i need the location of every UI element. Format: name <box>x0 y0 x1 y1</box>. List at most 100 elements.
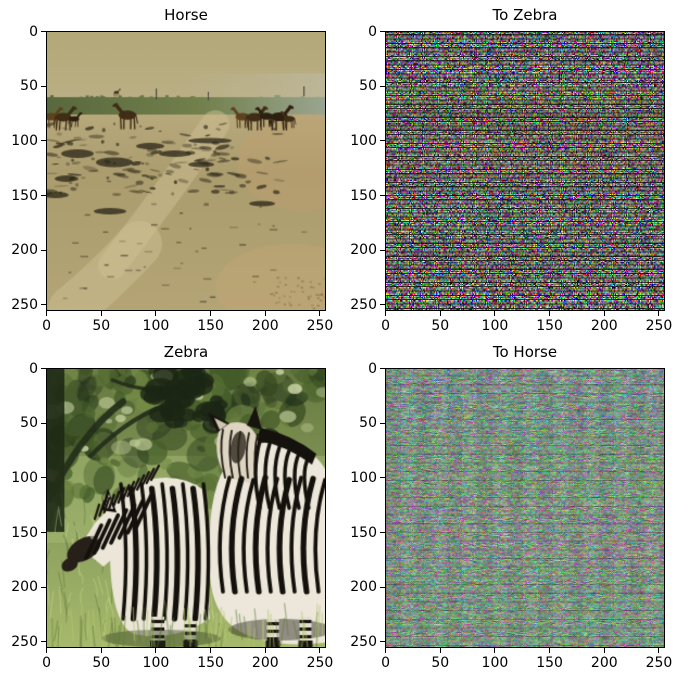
y-tick-mark <box>41 641 46 643</box>
y-tick-label: 250 <box>350 296 377 313</box>
y-tick-label: 150 <box>350 187 377 204</box>
x-tick-mark <box>439 648 441 653</box>
x-tick-mark <box>46 311 48 316</box>
x-tick-label: 50 <box>92 318 111 334</box>
horse-photo-image <box>47 32 325 310</box>
y-tick-mark <box>380 140 385 142</box>
x-tick-label: 150 <box>536 655 563 671</box>
x-tick-mark <box>264 311 266 316</box>
y-tick-mark <box>41 31 46 33</box>
y-tick-label: 50 <box>20 78 38 95</box>
x-tick-mark <box>385 648 387 653</box>
y-tick-label: 250 <box>350 633 377 650</box>
x-tick-label: 0 <box>42 655 51 671</box>
x-tick-mark <box>494 648 496 653</box>
x-tick-mark <box>385 311 387 316</box>
x-tick-label: 250 <box>645 655 673 671</box>
x-tick-label: 150 <box>197 655 224 671</box>
y-tick-label: 250 <box>11 296 38 313</box>
subplot-to-horse: To Horse 0 0 50 50 100 100 150 150 200 200 250 250 <box>350 343 672 671</box>
x-tick-label: 0 <box>42 318 51 334</box>
y-tick-mark <box>41 532 46 534</box>
y-tick-label: 0 <box>29 360 38 377</box>
axes-frame-to-zebra <box>385 31 665 311</box>
y-tick-mark <box>41 195 46 197</box>
to-zebra-noise-image <box>386 32 664 310</box>
x-tick-mark <box>155 648 157 653</box>
y-tick-mark <box>41 586 46 588</box>
y-tick-mark <box>41 368 46 370</box>
subplot-horse: Horse 0 0 50 50 100 100 150 150 200 200 250 250 <box>11 6 333 334</box>
x-tick-label: 150 <box>536 318 563 334</box>
y-tick-label: 0 <box>368 360 377 377</box>
x-tick-mark <box>658 311 660 316</box>
y-tick-mark <box>380 249 385 251</box>
y-tick-label: 200 <box>11 242 38 259</box>
y-tick-mark <box>41 422 46 424</box>
x-tick-mark <box>155 311 157 316</box>
y-tick-mark <box>380 304 385 306</box>
y-tick-mark <box>380 422 385 424</box>
y-tick-mark <box>41 477 46 479</box>
y-tick-mark <box>41 85 46 87</box>
subplot-to-zebra: To Zebra 0 0 50 50 100 100 150 150 200 200 250 250 <box>350 6 672 334</box>
y-tick-label: 150 <box>11 524 38 541</box>
x-tick-label: 50 <box>431 318 450 334</box>
x-tick-label: 250 <box>306 655 334 671</box>
y-tick-mark <box>380 641 385 643</box>
subplot-title-to-horse: To Horse <box>492 343 558 361</box>
x-tick-label: 50 <box>92 655 111 671</box>
axes-frame-zebra <box>46 368 326 648</box>
to-horse-noise-image <box>386 369 664 647</box>
x-tick-label: 100 <box>481 318 509 334</box>
x-tick-mark <box>658 648 660 653</box>
x-tick-label: 100 <box>481 655 509 671</box>
x-tick-mark <box>319 311 321 316</box>
x-tick-mark <box>46 648 48 653</box>
y-tick-mark <box>380 31 385 33</box>
y-tick-label: 0 <box>368 23 377 40</box>
y-tick-mark <box>380 586 385 588</box>
y-tick-mark <box>41 249 46 251</box>
x-tick-mark <box>549 648 551 653</box>
x-tick-label: 250 <box>306 318 334 334</box>
y-tick-label: 200 <box>350 579 377 596</box>
y-tick-label: 100 <box>350 469 377 486</box>
y-tick-mark <box>380 532 385 534</box>
y-tick-label: 100 <box>11 132 38 149</box>
y-tick-label: 50 <box>359 78 377 95</box>
y-tick-label: 250 <box>11 633 38 650</box>
x-tick-label: 200 <box>590 655 618 671</box>
y-tick-label: 50 <box>20 415 38 432</box>
axes-frame-horse <box>46 31 326 311</box>
y-tick-mark <box>380 477 385 479</box>
y-tick-label: 200 <box>11 579 38 596</box>
axes-frame-to-horse <box>385 368 665 648</box>
y-tick-label: 100 <box>11 469 38 486</box>
y-tick-label: 200 <box>350 242 377 259</box>
x-tick-label: 200 <box>590 318 618 334</box>
y-tick-mark <box>41 140 46 142</box>
y-tick-mark <box>380 195 385 197</box>
subplot-title-to-zebra: To Zebra <box>492 6 558 24</box>
y-tick-label: 150 <box>11 187 38 204</box>
x-tick-mark <box>603 648 605 653</box>
x-tick-label: 0 <box>381 655 390 671</box>
x-tick-label: 100 <box>142 655 170 671</box>
y-tick-label: 100 <box>350 132 377 149</box>
x-tick-mark <box>100 648 102 653</box>
x-tick-label: 50 <box>431 655 450 671</box>
x-tick-label: 250 <box>645 318 673 334</box>
x-tick-mark <box>210 311 212 316</box>
x-tick-label: 0 <box>381 318 390 334</box>
x-tick-label: 100 <box>142 318 170 334</box>
x-tick-mark <box>264 648 266 653</box>
x-tick-label: 200 <box>251 318 279 334</box>
subplot-title-zebra: Zebra <box>163 343 209 361</box>
zebra-photo-image <box>47 369 325 647</box>
subplot-zebra: Zebra 0 0 50 50 100 100 150 150 200 200 250 250 <box>11 343 333 671</box>
x-tick-mark <box>494 311 496 316</box>
y-tick-mark <box>380 368 385 370</box>
y-tick-label: 50 <box>359 415 377 432</box>
